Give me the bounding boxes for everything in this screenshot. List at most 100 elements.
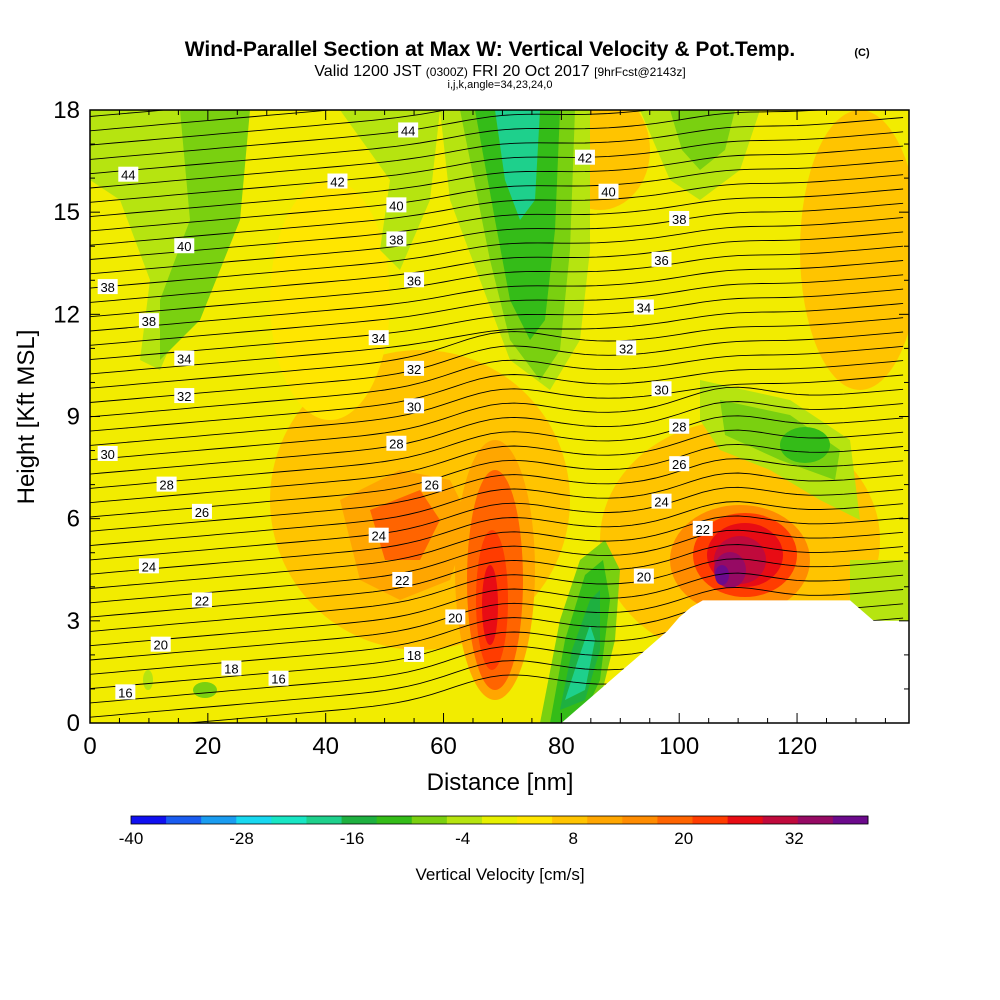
isentrope-value: 30 xyxy=(407,399,421,414)
isentrope-value: 18 xyxy=(407,648,421,663)
colorbar-swatch xyxy=(727,816,764,824)
isentrope-label: 26 xyxy=(669,456,690,472)
isentrope-value: 38 xyxy=(100,280,114,295)
isentrope-line xyxy=(90,245,904,318)
isentrope-line xyxy=(90,145,904,218)
isentrope-value: 24 xyxy=(654,495,668,510)
isentrope-line xyxy=(90,331,904,403)
colorbar-swatch xyxy=(517,816,553,824)
y-axis-title: Height [Kft MSL] xyxy=(13,330,40,505)
isentrope-value: 20 xyxy=(448,610,462,625)
isentrope-value: 20 xyxy=(637,570,651,585)
label-box xyxy=(138,558,159,574)
colorbar-swatch xyxy=(692,816,729,824)
isentrope-label: 40 xyxy=(386,197,407,213)
downdraft-core xyxy=(565,625,595,700)
label-box xyxy=(616,340,637,356)
label-box xyxy=(692,520,713,536)
isentrope-value: 44 xyxy=(401,123,415,138)
isentrope-label: 38 xyxy=(669,210,690,227)
colorbar-swatch xyxy=(587,816,623,824)
label-box xyxy=(97,445,118,461)
isentrope-line xyxy=(90,529,904,604)
isentrope-line xyxy=(90,110,652,160)
isentrope-value: 42 xyxy=(330,175,344,190)
colorbar-tick-label: 32 xyxy=(785,829,804,848)
updraft-core xyxy=(482,565,498,645)
isentrope-label: 32 xyxy=(616,340,637,356)
colorbar-title: Vertical Velocity [cm/s] xyxy=(415,865,584,884)
valid-date: FRI 20 Oct 2017 xyxy=(472,63,589,80)
isentrope-labels: 44 44 42 42 40 40 40 38 38 38 38 36 36 34 34 34 32 32 32 30… xyxy=(97,122,713,700)
colorbar-swatch xyxy=(201,816,237,824)
downdraft-zone xyxy=(670,110,735,170)
x-axis: 0 20 40 60 80 100 120 xyxy=(83,110,886,760)
isentrope-value: 24 xyxy=(142,559,156,574)
isentrope-value: 28 xyxy=(159,478,173,493)
label-box xyxy=(268,670,289,686)
isentrope-value: 44 xyxy=(121,168,135,183)
label-box xyxy=(156,476,177,492)
isentrope-line xyxy=(90,274,904,346)
colorbar-tick-label: -40 xyxy=(119,829,144,848)
isentrope-line xyxy=(90,131,904,203)
isentrope-value: 42 xyxy=(578,151,592,166)
isentrope-line xyxy=(90,458,904,532)
isentrope-label: 24 xyxy=(138,558,159,574)
colorbar-tick-label: 8 xyxy=(568,829,577,848)
isentrope-line xyxy=(90,443,904,518)
label-box xyxy=(327,173,348,189)
downdraft-core xyxy=(780,427,830,463)
isentrope-label: 30 xyxy=(404,398,425,414)
label-box xyxy=(386,231,407,247)
y-tick-label: 9 xyxy=(67,404,80,431)
isentrope-value: 38 xyxy=(142,314,156,329)
isentrope-value: 22 xyxy=(395,573,409,588)
isentrope-label: 36 xyxy=(651,251,672,268)
isentrope-line xyxy=(90,572,904,647)
isentrope-value: 34 xyxy=(371,331,385,346)
isentrope-label: 38 xyxy=(97,279,118,295)
colorbar-swatch xyxy=(131,816,167,824)
isentrope-label: 28 xyxy=(386,435,407,452)
isentrope-label: 18 xyxy=(404,646,425,663)
isentrope-value: 34 xyxy=(177,352,191,367)
isentrope-value: 30 xyxy=(100,447,114,462)
isentrope-value: 36 xyxy=(654,253,668,268)
isentrope-line xyxy=(90,586,904,661)
isentrope-label: 28 xyxy=(156,476,177,493)
isentrope-line xyxy=(90,415,904,489)
valid-utc: (0300Z) xyxy=(426,65,468,79)
y-tick-label: 6 xyxy=(67,506,80,533)
isentrope-value: 36 xyxy=(407,273,421,288)
label-box xyxy=(404,360,425,376)
isentrope-line xyxy=(90,159,904,232)
valid-prefix: Valid 1200 JST xyxy=(314,63,422,80)
isentrope-label: 28 xyxy=(669,418,690,435)
isentrope-label: 38 xyxy=(386,231,407,247)
isentrope-line xyxy=(90,486,904,561)
chart-title: Wind-Parallel Section at Max W: Vertical… xyxy=(185,38,796,61)
isentrope-label: 40 xyxy=(174,238,195,254)
label-box xyxy=(669,418,690,434)
isentrope-line xyxy=(90,117,904,189)
colorbar-tick-label: -28 xyxy=(229,829,254,848)
isentrope-value: 28 xyxy=(672,420,686,435)
colorbar-swatch xyxy=(832,816,869,824)
isentrope-value: 32 xyxy=(177,389,191,404)
colorbar-swatch xyxy=(411,816,448,824)
isentrope-line xyxy=(90,202,904,275)
isentrope-lines xyxy=(90,110,904,723)
isentrope-label: 40 xyxy=(598,183,619,200)
isentrope-label: 20 xyxy=(445,609,466,625)
colorbar-swatch xyxy=(797,816,834,824)
isentrope-line xyxy=(90,174,904,246)
isentrope-label: 32 xyxy=(404,360,425,377)
x-tick-label: 120 xyxy=(777,733,817,760)
isentrope-line xyxy=(90,345,904,418)
isentrope-line xyxy=(90,515,904,589)
isentrope-value: 32 xyxy=(619,341,633,356)
label-box xyxy=(574,149,595,165)
